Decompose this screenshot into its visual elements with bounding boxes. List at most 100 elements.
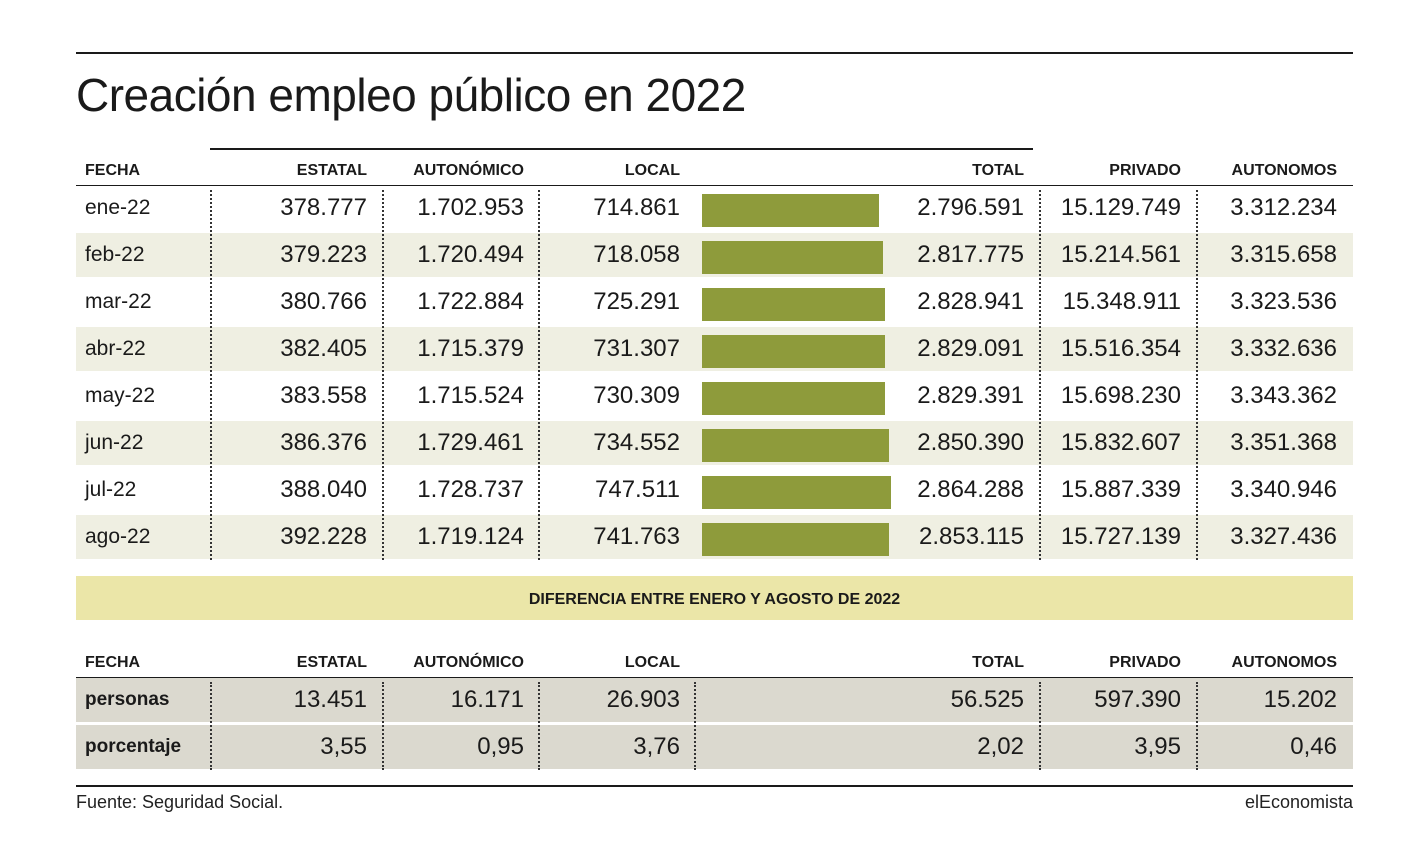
- cell-estatal: 383.558: [280, 382, 367, 409]
- cell-fecha: mar-22: [85, 290, 152, 313]
- cell-local: 731.307: [593, 335, 680, 362]
- cell-privado: 3,95: [1134, 733, 1181, 760]
- diff-header-rule: [76, 677, 1353, 678]
- cell-autonomico: 1.720.494: [417, 241, 524, 268]
- cell-estatal: 388.040: [280, 476, 367, 503]
- cell-local: 725.291: [593, 288, 680, 315]
- cell-privado: 15.887.339: [1060, 476, 1181, 503]
- cell-autonomico: 1.702.953: [417, 194, 524, 221]
- cell-fecha: jul-22: [85, 478, 137, 501]
- cell-total: 2.817.775: [917, 241, 1024, 268]
- header-fecha: FECHA: [85, 162, 141, 179]
- column-separator: [210, 682, 212, 770]
- cell-fecha: ago-22: [85, 525, 151, 548]
- header-estatal: ESTATAL: [296, 162, 367, 179]
- cell-fecha: jun-22: [85, 431, 144, 454]
- cell-estatal: 13.451: [293, 686, 367, 713]
- cell-autonomos: 3.340.946: [1230, 476, 1337, 503]
- cell-total: 2.853.115: [919, 523, 1024, 550]
- diff-row-personas: personas 13.451 16.171 26.903 56.525 597…: [76, 678, 1353, 722]
- cell-local: 714.861: [593, 194, 680, 221]
- cell-autonomico: 0,95: [477, 733, 524, 760]
- cell-autonomos: 3.343.362: [1230, 382, 1337, 409]
- column-separator: [210, 190, 212, 560]
- bottom-rule: [76, 785, 1353, 787]
- brand-logo: elEconomista: [1244, 792, 1353, 812]
- table-header: FECHA ESTATAL AUTONÓMICO LOCAL TOTAL PRI…: [76, 162, 1353, 186]
- cell-total: 2.829.391: [917, 382, 1024, 409]
- cell-autonomos: 3.323.536: [1230, 288, 1337, 315]
- cell-estatal: 386.376: [280, 429, 367, 456]
- table-row: ene-22 378.777 1.702.953 714.861 2.796.5…: [76, 186, 1353, 230]
- total-bar: [702, 523, 889, 556]
- diff-header-estatal: ESTATAL: [296, 654, 367, 671]
- cell-local: 26.903: [606, 686, 680, 713]
- cell-fecha: abr-22: [85, 337, 146, 360]
- cell-local: 718.058: [593, 241, 680, 268]
- header-rule: [76, 185, 1353, 186]
- cell-autonomico: 1.715.524: [417, 382, 524, 409]
- cell-total: 2.864.288: [917, 476, 1024, 503]
- cell-total: 2.850.390: [917, 429, 1024, 456]
- column-separator: [1039, 682, 1041, 770]
- cell-estatal: 379.223: [280, 241, 367, 268]
- total-bar: [702, 429, 889, 462]
- group-rule: [210, 148, 1033, 150]
- header-autonomico: AUTONÓMICO: [413, 162, 524, 179]
- cell-local: 734.552: [593, 429, 680, 456]
- diff-header-privado: PRIVADO: [1109, 654, 1181, 671]
- diff-header-autonomos: AUTONOMOS: [1231, 654, 1337, 671]
- total-bar: [702, 382, 885, 415]
- table-row: mar-22 380.766 1.722.884 725.291 2.828.9…: [76, 280, 1353, 324]
- cell-privado: 15.727.139: [1060, 523, 1181, 550]
- total-bar: [702, 194, 879, 227]
- cell-autonomos: 0,46: [1290, 733, 1337, 760]
- cell-autonomico: 1.715.379: [417, 335, 524, 362]
- diff-header-fecha: FECHA: [85, 654, 141, 671]
- cell-autonomico: 1.719.124: [417, 523, 524, 550]
- column-separator: [1196, 682, 1198, 770]
- cell-autonomos: 3.351.368: [1230, 429, 1337, 456]
- total-bar: [702, 476, 891, 509]
- cell-local: 3,76: [633, 733, 680, 760]
- diff-row-porcentaje: porcentaje 3,55 0,95 3,76 2,02 3,95 0,46: [76, 725, 1353, 769]
- cell-privado: 15.348.911: [1062, 288, 1181, 315]
- cell-autonomos: 3.327.436: [1230, 523, 1337, 550]
- header-privado: PRIVADO: [1109, 162, 1181, 179]
- diff-header: FECHA ESTATAL AUTONÓMICO LOCAL TOTAL PRI…: [76, 654, 1353, 678]
- diff-header-autonomico: AUTONÓMICO: [413, 654, 524, 671]
- table-row: abr-22 382.405 1.715.379 731.307 2.829.0…: [76, 327, 1353, 371]
- cell-autonomos: 3.315.658: [1230, 241, 1337, 268]
- column-separator: [538, 190, 540, 560]
- cell-autonomos: 15.202: [1263, 686, 1337, 713]
- cell-privado: 15.832.607: [1060, 429, 1181, 456]
- column-separator: [382, 682, 384, 770]
- cell-estatal: 392.228: [280, 523, 367, 550]
- cell-privado: 15.516.354: [1060, 335, 1181, 362]
- cell-autonomico: 1.729.461: [417, 429, 524, 456]
- cell-privado: 15.129.749: [1060, 194, 1181, 221]
- header-total: TOTAL: [972, 162, 1024, 179]
- column-separator: [1196, 190, 1198, 560]
- column-separator: [382, 190, 384, 560]
- cell-privado: 15.698.230: [1060, 382, 1181, 409]
- cell-estatal: 378.777: [280, 194, 367, 221]
- table-row: ago-22 392.228 1.719.124 741.763 2.853.1…: [76, 515, 1353, 559]
- column-separator: [694, 682, 696, 770]
- cell-privado: 597.390: [1094, 686, 1181, 713]
- page-title: Creación empleo público en 2022: [76, 69, 746, 121]
- cell-total: 2.829.091: [917, 335, 1024, 362]
- cell-autonomos: 3.312.234: [1230, 194, 1337, 221]
- cell-autonomico: 1.722.884: [417, 288, 524, 315]
- cell-fecha: ene-22: [85, 196, 151, 219]
- cell-estatal: 380.766: [280, 288, 367, 315]
- diff-header-local: LOCAL: [624, 654, 680, 671]
- table-row: may-22 383.558 1.715.524 730.309 2.829.3…: [76, 374, 1353, 418]
- table-row: feb-22 379.223 1.720.494 718.058 2.817.7…: [76, 233, 1353, 277]
- cell-total: 2,02: [977, 733, 1024, 760]
- cell-local: 730.309: [593, 382, 680, 409]
- cell-fecha: may-22: [85, 384, 156, 407]
- cell-autonomico: 1.728.737: [417, 476, 524, 503]
- cell-fecha: feb-22: [85, 243, 145, 266]
- cell-fecha: personas: [85, 689, 170, 710]
